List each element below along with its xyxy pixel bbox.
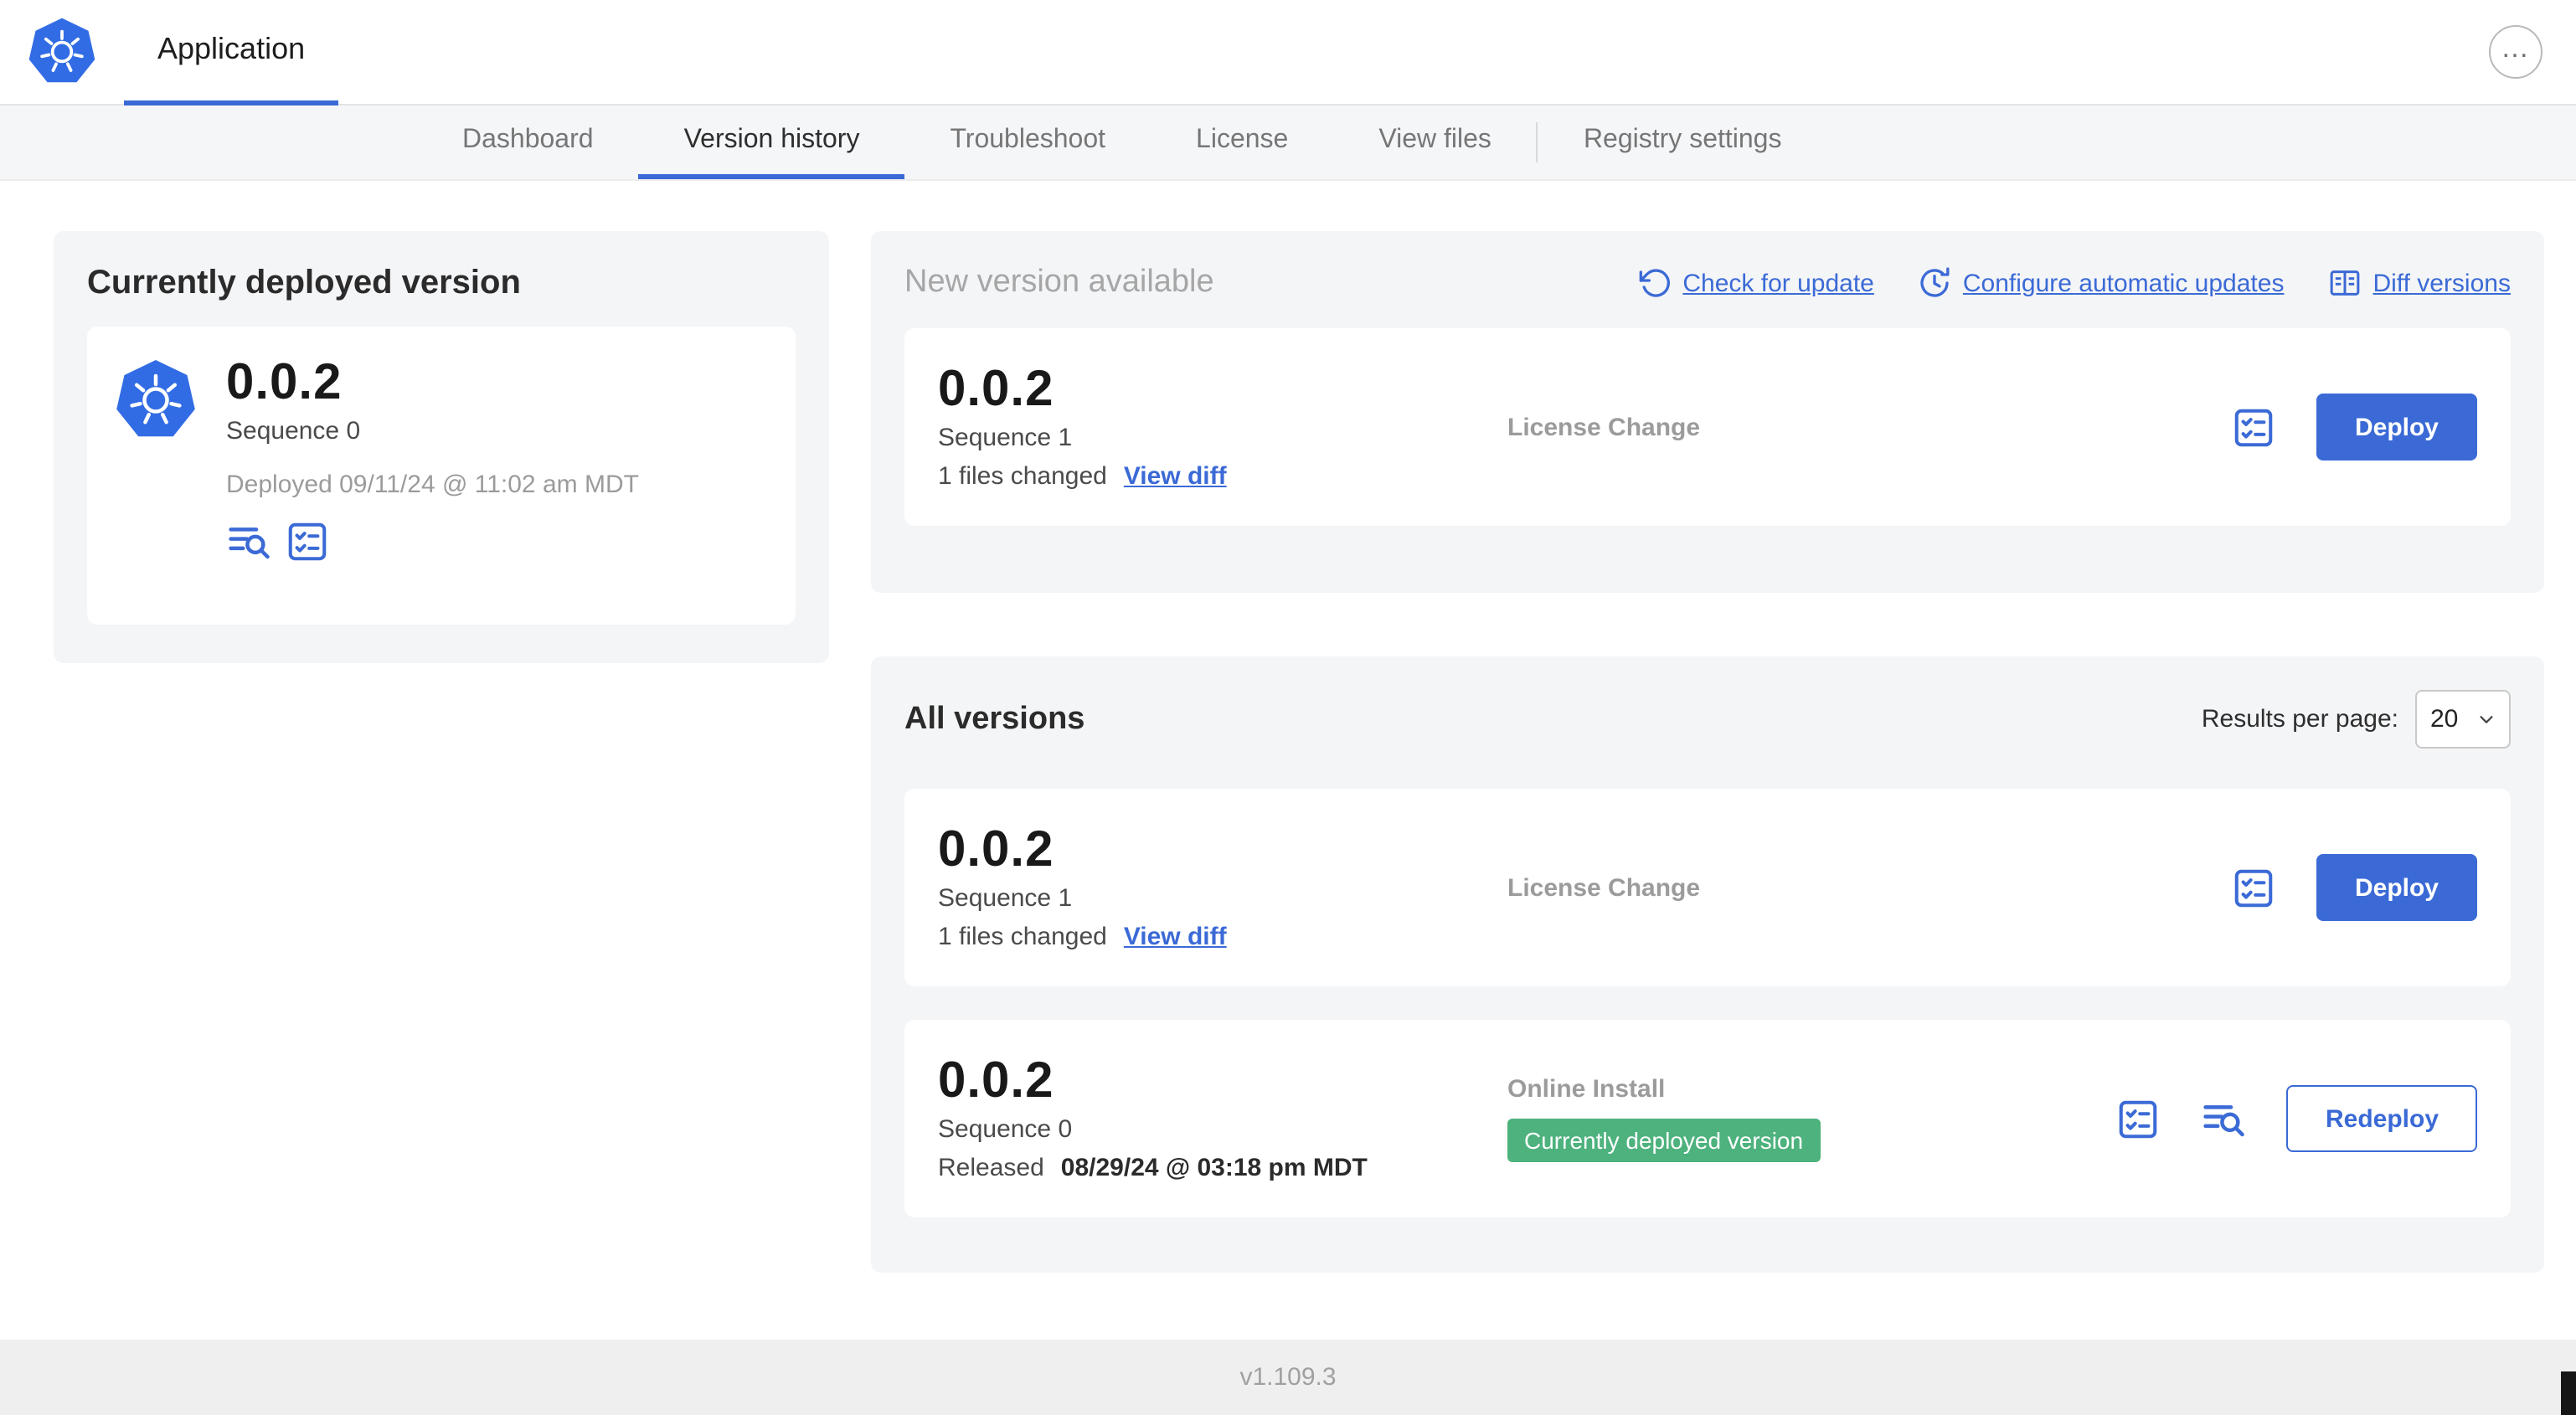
current-version-number: 0.0.2	[226, 355, 343, 410]
checklist-icon	[2116, 1096, 2161, 1141]
current-version-actions	[226, 518, 769, 563]
currently-deployed-card: Currently deployed version 0.0.2 Sequenc…	[54, 231, 829, 663]
current-version-detail: 0.0.2 Sequence 0 Deployed 09/11/24 @ 11:…	[87, 327, 796, 625]
top-header: Application …	[0, 0, 2576, 105]
files-changed-label: 1 files changed	[938, 461, 1107, 491]
logs-icon	[226, 518, 271, 563]
version-info: 0.0.2 Sequence 1 1 files changed View di…	[938, 362, 1507, 491]
results-per-page: Results per page: 20	[2202, 690, 2511, 749]
preflight-checks-button[interactable]	[2231, 404, 2276, 450]
current-version-info: 0.0.2 Sequence 0 Deployed 09/11/24 @ 11:…	[226, 357, 769, 594]
version-number: 0.0.2	[938, 822, 1054, 878]
preflight-checks-button[interactable]	[285, 518, 330, 563]
chevron-down-icon	[2477, 710, 2496, 728]
checklist-icon	[2231, 404, 2276, 450]
currently-deployed-badge: Currently deployed version	[1507, 1119, 1821, 1162]
new-version-card: New version available Check for update C…	[871, 231, 2544, 593]
redeploy-button[interactable]: Redeploy	[2286, 1085, 2477, 1152]
nav-divider	[1536, 122, 1538, 162]
subnav-tabs: Dashboard Version history Troubleshoot L…	[417, 105, 1826, 179]
view-diff-link[interactable]: View diff	[1123, 461, 1227, 491]
new-version-head: New version available Check for update C…	[904, 265, 2511, 301]
check-for-update-label: Check for update	[1682, 269, 1874, 297]
kubernetes-logo-icon	[114, 357, 198, 594]
scrollbar-thumb	[2561, 1371, 2576, 1415]
view-logs-button[interactable]	[2202, 1096, 2247, 1141]
version-actions: Redeploy	[2116, 1085, 2477, 1152]
currently-deployed-title: Currently deployed version	[87, 265, 521, 301]
version-source: License Change	[1507, 873, 1701, 902]
files-changed-row: 1 files changed View diff	[938, 462, 1507, 491]
preflight-checks-button[interactable]	[2231, 865, 2276, 910]
page-footer: v1.109.3	[0, 1340, 2576, 1415]
version-info: 0.0.2 Sequence 1 1 files changed View di…	[938, 822, 1507, 951]
checklist-icon	[285, 518, 330, 563]
app-subnav: Dashboard Version history Troubleshoot L…	[0, 105, 2576, 181]
released-row: Released 08/29/24 @ 03:18 pm MDT	[938, 1154, 1507, 1182]
version-row: 0.0.2 Sequence 0 Released 08/29/24 @ 03:…	[904, 1020, 2511, 1217]
version-source-col: License Change	[1507, 413, 2231, 441]
checklist-icon	[2231, 865, 2276, 910]
console-version: v1.109.3	[1239, 1363, 1337, 1392]
current-sequence-label: Sequence 0	[226, 416, 361, 445]
version-source-col: License Change	[1507, 873, 2231, 902]
check-for-update-link[interactable]: Check for update	[1637, 266, 1874, 300]
logs-icon	[2202, 1096, 2247, 1141]
version-actions: Deploy	[2231, 854, 2477, 921]
deploy-button[interactable]: Deploy	[2316, 394, 2477, 461]
all-versions-title: All versions	[904, 701, 1085, 736]
new-version-title: New version available	[904, 265, 1214, 300]
configure-automatic-updates-link[interactable]: Configure automatic updates	[1918, 266, 2285, 300]
more-options-button[interactable]: …	[2489, 25, 2543, 79]
tab-dashboard[interactable]: Dashboard	[462, 125, 594, 153]
diff-versions-label: Diff versions	[2372, 269, 2511, 297]
tab-application[interactable]: Application	[124, 0, 339, 105]
new-version-row: 0.0.2 Sequence 1 1 files changed View di…	[904, 328, 2511, 526]
version-source: Online Install	[1507, 1075, 1666, 1104]
all-versions-card: All versions Results per page: 20 0.0.2 …	[871, 656, 2544, 1273]
sequence-label: Sequence 1	[938, 883, 1073, 913]
files-changed-row: 1 files changed View diff	[938, 923, 1507, 951]
version-number: 0.0.2	[938, 362, 1054, 418]
deployed-timestamp: Deployed 09/11/24 @ 11:02 am MDT	[226, 470, 639, 498]
deploy-button[interactable]: Deploy	[2316, 854, 2477, 921]
update-actions: Check for update Configure automatic upd…	[1637, 266, 2511, 300]
kubernetes-logo-icon	[27, 15, 97, 89]
tab-registry-settings[interactable]: Registry settings	[1583, 125, 1782, 153]
tab-view-files[interactable]: View files	[1378, 125, 1492, 153]
results-per-page-label: Results per page:	[2201, 705, 2398, 733]
sequence-label: Sequence 0	[938, 1114, 1073, 1144]
diff-versions-link[interactable]: Diff versions	[2327, 266, 2511, 300]
tab-license[interactable]: License	[1196, 125, 1289, 153]
view-logs-button[interactable]	[226, 518, 271, 563]
application-tab-label: Application	[157, 32, 306, 65]
refresh-icon	[1637, 266, 1671, 300]
version-source-col: Online Install Currently deployed versio…	[1507, 1075, 2116, 1162]
results-per-page-value: 20	[2430, 705, 2459, 733]
version-info: 0.0.2 Sequence 0 Released 08/29/24 @ 03:…	[938, 1053, 1507, 1182]
ellipsis-icon: …	[2501, 31, 2531, 63]
version-actions: Deploy	[2231, 394, 2477, 461]
version-source: License Change	[1507, 413, 1701, 441]
view-diff-link[interactable]: View diff	[1123, 922, 1227, 951]
version-row: 0.0.2 Sequence 1 1 files changed View di…	[904, 789, 2511, 986]
clock-refresh-icon	[1918, 266, 1951, 300]
all-versions-head: All versions Results per page: 20	[904, 690, 2511, 749]
tab-version-history[interactable]: Version history	[638, 105, 905, 179]
configure-automatic-updates-label: Configure automatic updates	[1962, 269, 2285, 297]
version-number: 0.0.2	[938, 1053, 1054, 1109]
tab-troubleshoot[interactable]: Troubleshoot	[950, 125, 1106, 153]
released-timestamp: 08/29/24 @ 03:18 pm MDT	[1060, 1153, 1368, 1182]
main-content: Currently deployed version 0.0.2 Sequenc…	[0, 181, 2576, 1340]
sequence-label: Sequence 1	[938, 423, 1073, 452]
files-changed-label: 1 files changed	[938, 922, 1107, 951]
released-label: Released	[938, 1153, 1044, 1182]
diff-icon	[2327, 266, 2361, 300]
results-per-page-select[interactable]: 20	[2415, 690, 2511, 749]
preflight-checks-button[interactable]	[2116, 1096, 2161, 1141]
